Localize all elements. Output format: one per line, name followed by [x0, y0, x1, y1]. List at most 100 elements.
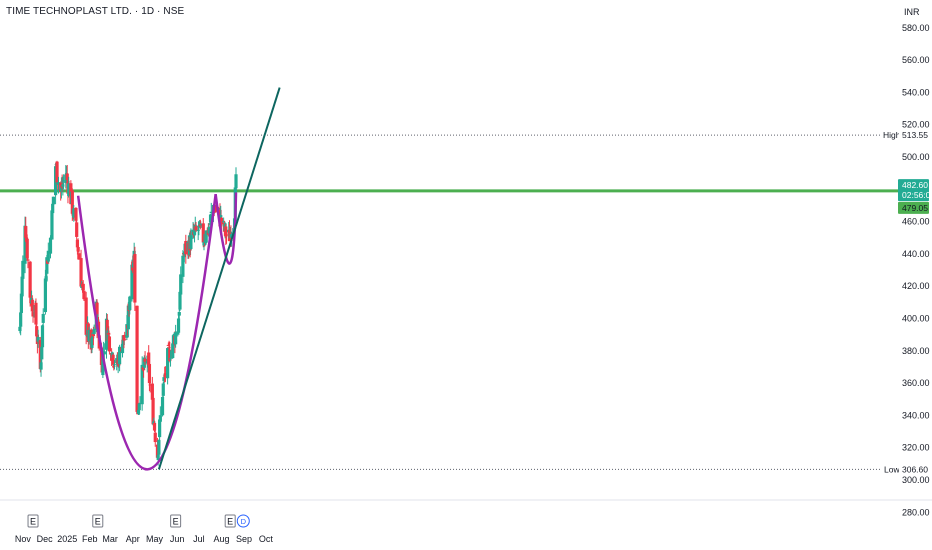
- handle-curve[interactable]: [214, 192, 238, 265]
- candle-body: [41, 313, 45, 323]
- x-tick-label: Feb: [82, 534, 98, 544]
- candle-body: [140, 364, 144, 405]
- x-tick-label: 2025: [57, 534, 77, 544]
- candle-body: [31, 312, 35, 317]
- candle-body: [26, 259, 30, 261]
- candle-body: [222, 221, 226, 223]
- candle-body: [25, 238, 29, 259]
- x-tick-label: Dec: [37, 534, 54, 544]
- candle-body: [36, 336, 40, 342]
- candle-body: [87, 329, 91, 342]
- x-tick-label: Jun: [170, 534, 185, 544]
- y-tick-label: 440.00: [902, 249, 930, 259]
- candle-body: [75, 239, 80, 248]
- candle-body: [192, 230, 197, 235]
- earnings-marker-icon[interactable]: [170, 514, 182, 528]
- candle-body: [65, 173, 69, 181]
- y-tick-label: 380.00: [902, 346, 930, 356]
- candle-body: [91, 336, 95, 339]
- x-tick-label: Mar: [102, 534, 118, 544]
- candle-body: [123, 339, 127, 341]
- candle-body: [45, 257, 49, 274]
- low-value-bg: [899, 463, 927, 476]
- candle-body: [168, 349, 172, 362]
- y-tick-label: 460.00: [902, 217, 930, 227]
- candle-body: [95, 302, 99, 329]
- candle-body: [125, 324, 129, 338]
- candle-body: [184, 240, 188, 255]
- x-tick-label: Sep: [236, 534, 252, 544]
- candle-body: [24, 226, 28, 238]
- candle-body: [181, 255, 185, 277]
- candle-body: [171, 343, 175, 359]
- candle-body: [137, 403, 141, 411]
- candle-body: [102, 351, 106, 355]
- earnings-marker-icon[interactable]: [224, 514, 236, 528]
- candle-body: [106, 330, 110, 342]
- high-value: 513.55: [902, 130, 928, 140]
- candle-body: [174, 332, 178, 345]
- candle-body: [39, 362, 43, 370]
- candle-body: [107, 336, 112, 352]
- bar-countdown: 02:56:02: [902, 190, 932, 200]
- candle-body: [153, 432, 157, 443]
- candle-body: [84, 297, 88, 335]
- candle-body: [209, 211, 213, 214]
- candle-body: [51, 203, 55, 214]
- candle-body: [224, 234, 229, 236]
- candle-body: [75, 222, 79, 237]
- candle-body: [199, 224, 203, 226]
- low-label-bg: [880, 463, 898, 476]
- high-value-bg: [899, 129, 925, 142]
- x-tick-label: May: [146, 534, 164, 544]
- candle-body: [34, 302, 38, 325]
- candle-body: [178, 291, 182, 310]
- candle-body: [176, 331, 180, 335]
- candle-body: [120, 343, 125, 354]
- candle-body: [46, 250, 50, 262]
- candle-body: [126, 305, 130, 330]
- candle-body: [162, 377, 166, 382]
- candle-body: [156, 454, 160, 460]
- candle-body: [74, 207, 78, 221]
- candle-body: [147, 352, 151, 366]
- candles: [18, 160, 238, 466]
- earnings-marker-label: E: [227, 517, 233, 527]
- high-label-bg: [880, 129, 898, 142]
- candle-body: [136, 410, 141, 414]
- candle-body: [112, 365, 116, 367]
- chart-title: TIME TECHNOPLAST LTD. · 1D · NSE: [6, 6, 185, 17]
- x-tick-label: Nov: [15, 534, 32, 544]
- candle-body: [44, 276, 48, 281]
- dividend-marker-label: D: [241, 517, 247, 526]
- candle-body: [76, 247, 80, 252]
- dividend-marker-icon[interactable]: [236, 514, 250, 528]
- candle-body: [176, 318, 181, 333]
- candle-body: [61, 180, 66, 182]
- candle-body: [234, 174, 238, 189]
- candle-body: [147, 363, 152, 384]
- candle-body: [167, 347, 171, 349]
- y-tick-label: 360.00: [902, 378, 930, 388]
- y-tick-label: 560.00: [902, 55, 930, 65]
- x-tick-label: Oct: [259, 534, 274, 544]
- candle-body: [163, 373, 168, 376]
- candle-body: [179, 274, 183, 295]
- trend-line[interactable]: [157, 87, 281, 470]
- candle-body: [118, 346, 122, 365]
- candle-body: [28, 261, 32, 298]
- x-tick-label: Jul: [193, 534, 205, 544]
- candle-body: [135, 305, 139, 412]
- candle-body: [217, 208, 221, 210]
- currency-label: INR: [904, 7, 920, 17]
- candle-body: [152, 423, 157, 431]
- candle-body: [77, 253, 81, 260]
- cup-curve[interactable]: [76, 193, 217, 471]
- earnings-marker-icon[interactable]: [27, 514, 39, 528]
- candle-body: [142, 366, 146, 371]
- candle-body: [201, 223, 205, 243]
- candle-body: [160, 396, 165, 416]
- earnings-marker-icon[interactable]: [92, 514, 104, 528]
- candle-body: [82, 290, 86, 299]
